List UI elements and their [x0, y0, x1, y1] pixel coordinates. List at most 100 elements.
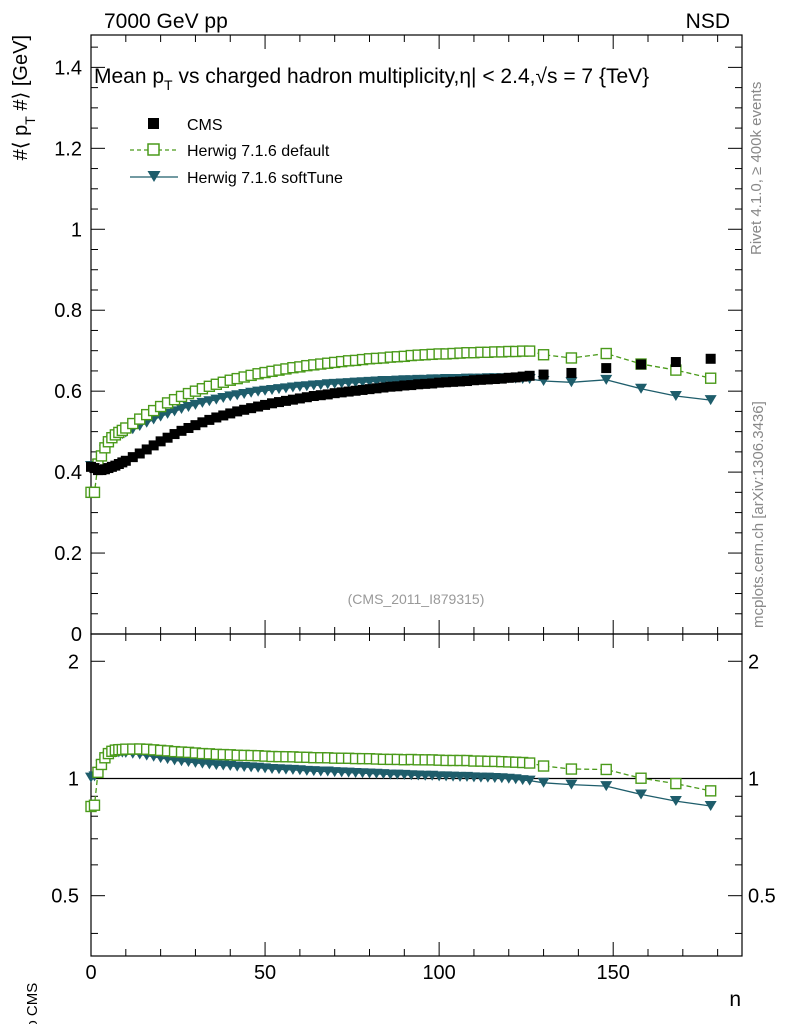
data-point-cms [601, 363, 612, 374]
ratio-point-softtune [704, 800, 717, 811]
data-point-softtune [238, 388, 251, 399]
data-point-softtune [196, 397, 209, 408]
data-point-cms [378, 382, 389, 393]
chart-title: Mean pT vs charged hadron multiplicity,η… [94, 65, 649, 93]
data-point-cms [503, 372, 514, 383]
legend: CMS Herwig 7.1.6 default Herwig 7.1.6 so… [130, 117, 343, 187]
y-tick-label: 0.8 [54, 300, 82, 322]
y-tick-label: 1 [71, 219, 82, 241]
y-tick-label: 0.6 [54, 381, 82, 403]
ratio-point-default [88, 799, 101, 811]
data-point-cms [399, 380, 410, 391]
data-point-softtune [217, 393, 230, 404]
data-point-cms [461, 376, 472, 387]
data-point-cms [294, 393, 305, 404]
x-tick-label: 0 [85, 962, 96, 984]
header-left: 7000 GeV pp [104, 10, 228, 33]
data-point-cms [308, 391, 319, 402]
data-point-cms [517, 371, 528, 382]
data-point-cms [190, 420, 201, 431]
data-point-softtune [175, 403, 188, 414]
ratio-point-default [704, 785, 717, 797]
ratio-point-default [600, 763, 612, 776]
ratio-frame [90, 633, 743, 957]
ratio-point-softtune [635, 789, 648, 800]
data-point-softtune [203, 396, 216, 407]
y-tick-label: 0.2 [54, 543, 82, 565]
data-point-cms [371, 383, 382, 394]
data-point-cms [413, 379, 424, 390]
data-point-cms [510, 372, 521, 383]
data-point-cms [162, 432, 173, 443]
legend-marker-cms [148, 118, 159, 129]
ratio-tick-label-right: 2 [748, 651, 759, 673]
y-tick-label: 0.4 [54, 462, 82, 484]
rivet-label: Rivet 4.1.0, ≥ 400k events [748, 82, 765, 255]
data-point-cms [670, 357, 681, 368]
data-point-cms [343, 386, 354, 397]
data-point-cms [169, 429, 180, 440]
data-point-cms [468, 375, 479, 386]
ratio-point-default [635, 772, 647, 784]
y-tick-label: 0 [71, 624, 82, 646]
data-point-cms [705, 353, 716, 364]
data-point-softtune [635, 383, 648, 394]
x-tick-label: 150 [597, 962, 630, 984]
data-point-softtune [210, 394, 223, 405]
data-point-softtune [704, 395, 717, 406]
legend-label-default: Herwig 7.1.6 default [187, 143, 330, 160]
data-point-default [537, 349, 550, 361]
data-point-cms [329, 388, 340, 399]
data-point-cms [267, 398, 278, 409]
data-point-cms [239, 404, 250, 415]
data-point-cms [246, 403, 257, 414]
ratio-tick-label: 0.5 [51, 886, 79, 908]
ratio-tick-label: 1 [68, 768, 79, 790]
x-tick-label: 100 [422, 962, 455, 984]
ratio-point-default [565, 763, 578, 775]
data-point-cms [225, 408, 236, 419]
data-point-cms [322, 389, 333, 400]
data-point-softtune [168, 406, 181, 417]
data-point-cms [315, 390, 326, 401]
data-point-cms [524, 370, 535, 381]
ratio-tick-label-right: 0.5 [748, 886, 776, 908]
ratio-point-softtune [523, 775, 536, 786]
main-panel: 0 0.2 0.4 0.6 0.8 1 1.2 1.4 [54, 34, 743, 646]
data-point-cms [455, 376, 466, 387]
data-point-softtune [565, 377, 578, 388]
data-point-cms [120, 455, 131, 466]
watermark: (CMS_2011_I879315) [348, 591, 485, 607]
data-point-softtune [245, 387, 258, 398]
series-line-default [91, 350, 711, 493]
data-point-cms [134, 448, 145, 459]
data-point-cms [260, 399, 271, 410]
y-axis-label: #⟨ pT #⟩ [GeV] [10, 35, 38, 160]
data-point-cms [197, 417, 208, 428]
data-point-cms [350, 385, 361, 396]
ratio-y-label: Ratio to CMS [24, 983, 41, 1024]
data-point-cms [482, 374, 493, 385]
data-point-cms [420, 378, 431, 389]
data-point-softtune [231, 390, 244, 401]
data-point-default [704, 372, 717, 384]
data-point-softtune [224, 391, 237, 402]
data-point-cms [148, 440, 159, 451]
data-point-cms [406, 380, 417, 391]
ratio-point-softtune [565, 779, 578, 790]
data-point-cms [427, 378, 438, 389]
ratio-point-softtune [669, 796, 682, 807]
data-point-cms [489, 374, 500, 385]
x-tick-label: 50 [254, 962, 276, 984]
data-point-cms [441, 377, 452, 388]
data-point-cms [176, 425, 187, 436]
x-axis-label: n [729, 988, 741, 1011]
data-point-default [600, 347, 612, 360]
data-point-cms [183, 422, 194, 433]
data-point-cms [385, 381, 396, 392]
data-point-cms [280, 395, 291, 406]
data-point-softtune [182, 401, 195, 412]
data-point-cms [273, 397, 284, 408]
data-point-cms [364, 384, 375, 395]
